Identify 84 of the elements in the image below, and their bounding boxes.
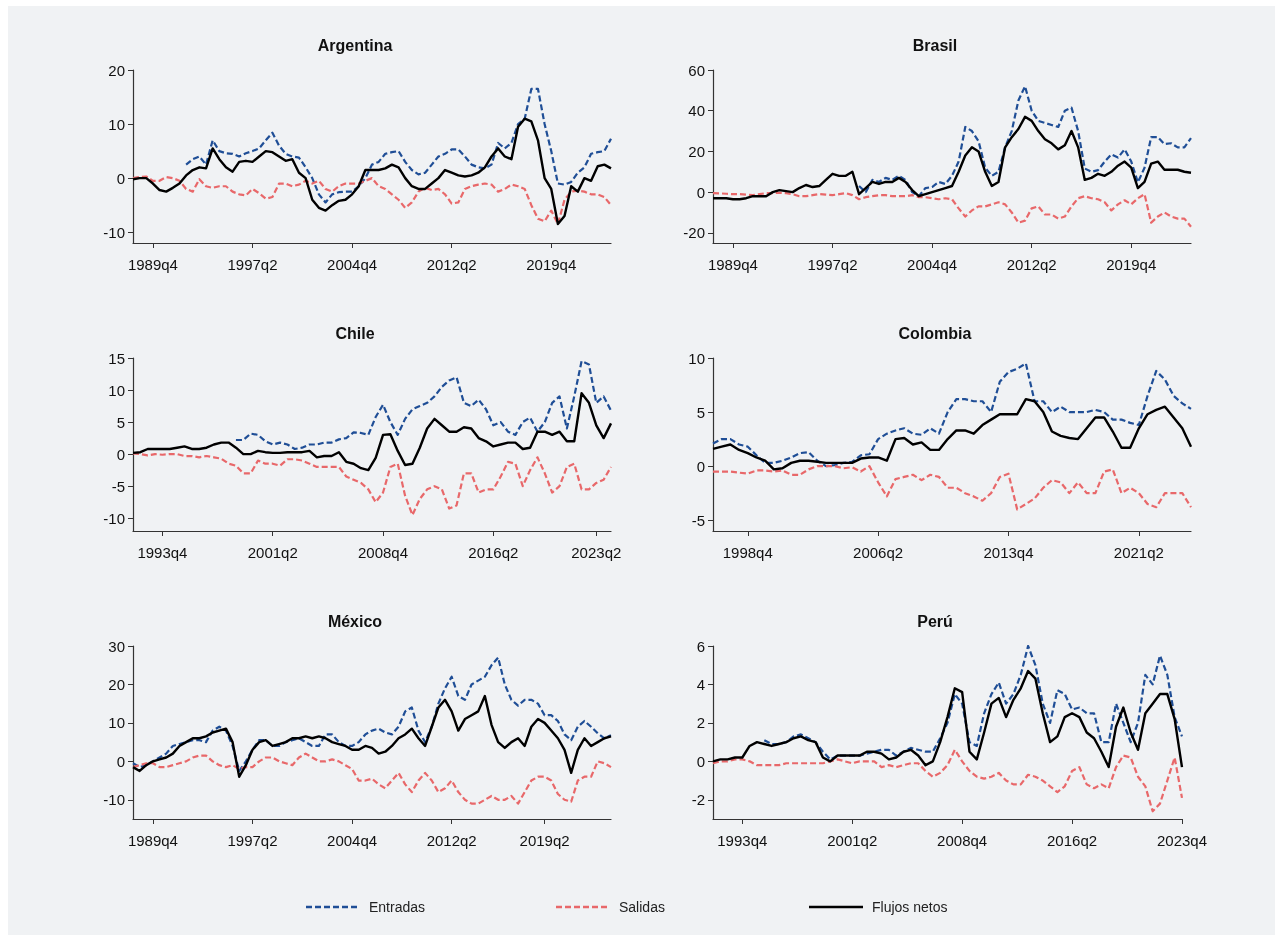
line-series — [185, 87, 613, 204]
x-tick-label: 1989q4 — [127, 256, 178, 273]
line-series — [711, 465, 1193, 511]
line-series — [131, 117, 613, 226]
x-tick-label: 1989q4 — [127, 832, 178, 849]
x-tick-label: 1993q4 — [137, 544, 188, 561]
line-series — [711, 115, 1193, 201]
chart-title: Argentina — [317, 36, 393, 54]
line-series — [711, 669, 1184, 769]
y-tick-label: 5 — [696, 403, 705, 421]
x-tick-label: 2001q2 — [247, 544, 298, 561]
y-tick-label: 10 — [108, 381, 125, 399]
y-tick-label: 4 — [696, 675, 705, 693]
y-tick-label: 6 — [696, 637, 705, 655]
chart-title: Perú — [917, 612, 953, 630]
x-tick-label: 2008q4 — [937, 832, 988, 849]
x-tick-label: 1997q2 — [227, 832, 278, 849]
y-tick-label: 0 — [116, 445, 125, 463]
y-tick-label: 15 — [108, 349, 125, 367]
legend-label: Entradas — [369, 899, 426, 915]
y-tick-label: -20 — [683, 224, 705, 242]
chart-title: Chile — [335, 324, 375, 342]
line-series — [711, 191, 1193, 228]
x-tick-label: 2004q4 — [907, 256, 958, 273]
chart-title: Colombia — [898, 324, 972, 342]
x-tick-label: 2021q2 — [1113, 544, 1164, 561]
x-tick-label: 2019q4 — [526, 256, 577, 273]
x-tick-label: 1989q4 — [707, 256, 758, 273]
x-tick-label: 2001q2 — [827, 832, 878, 849]
y-tick-label: 5 — [116, 413, 125, 431]
y-tick-label: 0 — [696, 183, 705, 201]
y-tick-label: 20 — [688, 142, 705, 160]
x-tick-label: 2012q2 — [426, 256, 477, 273]
legend-label: Salidas — [619, 899, 665, 915]
y-tick-label: 0 — [696, 752, 705, 770]
x-tick-label: 1993q4 — [717, 832, 768, 849]
line-series — [711, 748, 1184, 813]
chart-title: México — [327, 612, 383, 630]
line-series — [857, 85, 1193, 198]
line-series — [131, 452, 613, 517]
chart-title: Brasil — [912, 36, 958, 54]
line-series — [234, 360, 613, 451]
x-tick-label: 1997q2 — [807, 256, 858, 273]
y-tick-label: 2 — [696, 714, 705, 732]
y-tick-label: 10 — [108, 115, 125, 133]
line-series — [763, 644, 1184, 761]
line-series — [131, 656, 613, 773]
x-tick-label: 1998q4 — [722, 544, 773, 561]
x-tick-label: 2006q2 — [853, 544, 904, 561]
y-tick-label: -5 — [111, 477, 125, 495]
legend-label: Flujos netos — [872, 899, 948, 915]
y-tick-label: 30 — [108, 637, 125, 655]
y-tick-label: -10 — [103, 223, 125, 241]
x-tick-label: 2016q2 — [1047, 832, 1098, 849]
x-tick-label: 2023q4 — [1156, 832, 1207, 849]
line-series — [711, 397, 1193, 471]
line-series — [131, 694, 613, 778]
y-tick-label: 10 — [108, 714, 125, 732]
x-tick-label: 2008q4 — [358, 544, 409, 561]
x-tick-label: 2004q4 — [327, 832, 378, 849]
x-tick-label: 2012q2 — [1006, 256, 1057, 273]
x-tick-label: 2012q2 — [426, 832, 477, 849]
x-tick-label: 2019q4 — [1106, 256, 1157, 273]
x-tick-label: 2013q4 — [983, 544, 1034, 561]
line-series — [131, 392, 613, 472]
y-tick-label: 40 — [688, 102, 705, 120]
x-tick-label: 2016q2 — [468, 544, 519, 561]
y-tick-label: 20 — [108, 675, 125, 693]
x-tick-label: 1997q2 — [227, 256, 278, 273]
x-tick-label: 2023q2 — [571, 544, 622, 561]
y-tick-label: 60 — [688, 61, 705, 79]
y-tick-label: 0 — [696, 457, 705, 475]
y-tick-label: 0 — [116, 752, 125, 770]
y-tick-label: -10 — [103, 791, 125, 809]
line-series — [131, 752, 613, 805]
y-tick-label: 0 — [116, 169, 125, 187]
y-tick-label: -10 — [103, 509, 125, 527]
y-tick-label: -5 — [691, 511, 705, 529]
x-tick-label: 2019q2 — [519, 832, 570, 849]
y-tick-label: 10 — [688, 349, 705, 367]
y-tick-label: -2 — [691, 791, 705, 809]
line-series — [711, 362, 1193, 468]
y-tick-label: 20 — [108, 61, 125, 79]
x-tick-label: 2004q4 — [327, 256, 378, 273]
